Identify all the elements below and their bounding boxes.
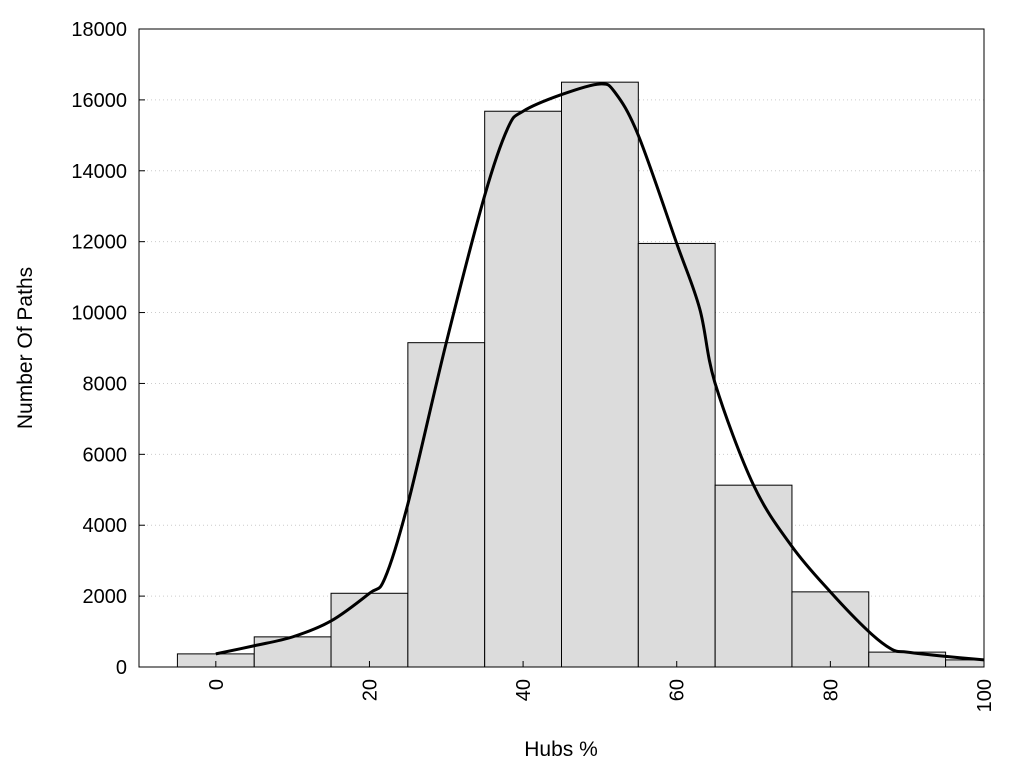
x-tick-label-5: 100	[974, 679, 996, 712]
x-tick-label-3: 60	[667, 679, 689, 701]
density-curve	[215, 82, 985, 662]
x-tick-label-1: 20	[359, 679, 381, 701]
y-axis-ticks: 0 2000 4000 6000 8000 10000 12000 14000 16000 180…	[71, 19, 145, 679]
y-tick-label-0: 0	[116, 657, 127, 679]
bar-5	[561, 81, 639, 668]
y-tick-label-8: 16000	[71, 90, 127, 112]
bar-10	[945, 659, 985, 668]
x-axis-label: Hubs %	[524, 738, 598, 761]
histogram-bars	[176, 81, 985, 668]
x-axis-ticks: 0 20 40 60 80 100	[206, 661, 996, 712]
x-tick-label-0: 0	[206, 679, 228, 690]
y-tick-label-6: 12000	[71, 232, 127, 254]
y-tick-label-1: 2000	[83, 586, 128, 608]
bar-7	[714, 484, 793, 668]
bar-8	[791, 591, 870, 668]
bar-1	[253, 636, 332, 668]
y-tick-label-5: 10000	[71, 303, 127, 325]
y-tick-label-4: 8000	[83, 373, 128, 395]
y-tick-label-7: 14000	[71, 161, 127, 183]
y-tick-label-9: 18000	[71, 19, 127, 41]
plot-frame	[138, 28, 985, 668]
y-tick-label-3: 6000	[83, 444, 128, 466]
bar-6	[637, 242, 716, 668]
x-tick-label-2: 40	[513, 679, 535, 701]
bar-3	[407, 342, 486, 668]
bar-4	[484, 110, 563, 668]
x-tick-label-4: 80	[820, 679, 842, 701]
bar-2	[330, 592, 409, 668]
grid-lines	[139, 99, 984, 597]
y-axis-label: Number Of Paths	[14, 267, 37, 429]
y-tick-label-2: 4000	[83, 515, 128, 537]
